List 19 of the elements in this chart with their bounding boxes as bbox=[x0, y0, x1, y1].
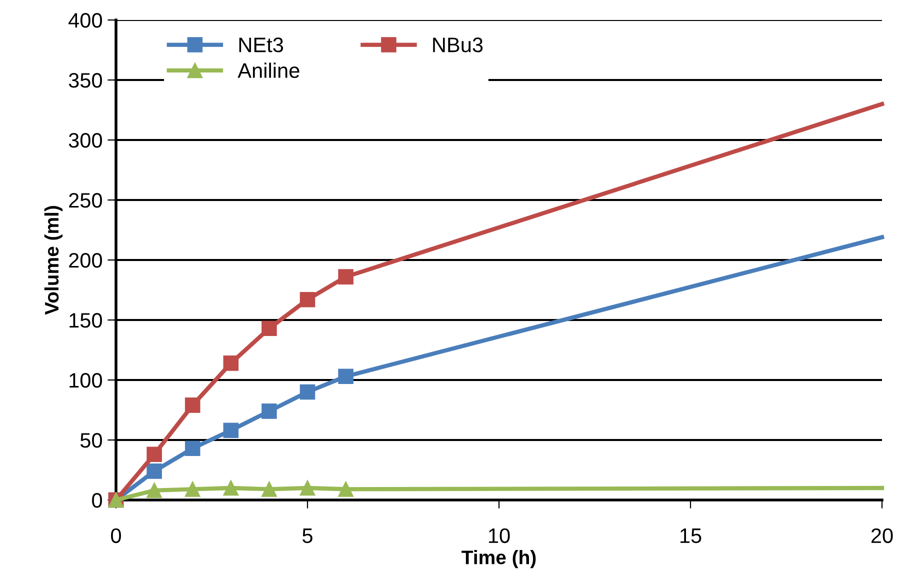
y-tick-label: 0 bbox=[92, 493, 102, 508]
x-tick-label: 10 bbox=[489, 528, 510, 544]
x-tick-label: 15 bbox=[680, 528, 702, 544]
y-tick-label: 100 bbox=[70, 373, 102, 388]
y-axis-title: Volume (ml) bbox=[44, 206, 62, 315]
x-tick-label: 20 bbox=[871, 528, 893, 544]
y-tick-label: 350 bbox=[68, 73, 102, 88]
y-tick-label: 50 bbox=[80, 433, 102, 448]
legend-label: NEt3 bbox=[239, 38, 284, 52]
legend-label: NBu3 bbox=[433, 38, 483, 52]
legend-label: Aniline bbox=[238, 62, 300, 78]
y-tick-label: 200 bbox=[69, 253, 102, 268]
y-tick-label: 400 bbox=[68, 13, 102, 28]
y-tick-label: 150 bbox=[70, 313, 102, 328]
y-tick-label: 300 bbox=[68, 133, 102, 148]
x-tick-label: 5 bbox=[302, 528, 312, 544]
x-axis-title: Time (h) bbox=[462, 550, 536, 568]
y-tick-label: 250 bbox=[69, 193, 102, 208]
x-tick-label: 0 bbox=[111, 528, 121, 544]
